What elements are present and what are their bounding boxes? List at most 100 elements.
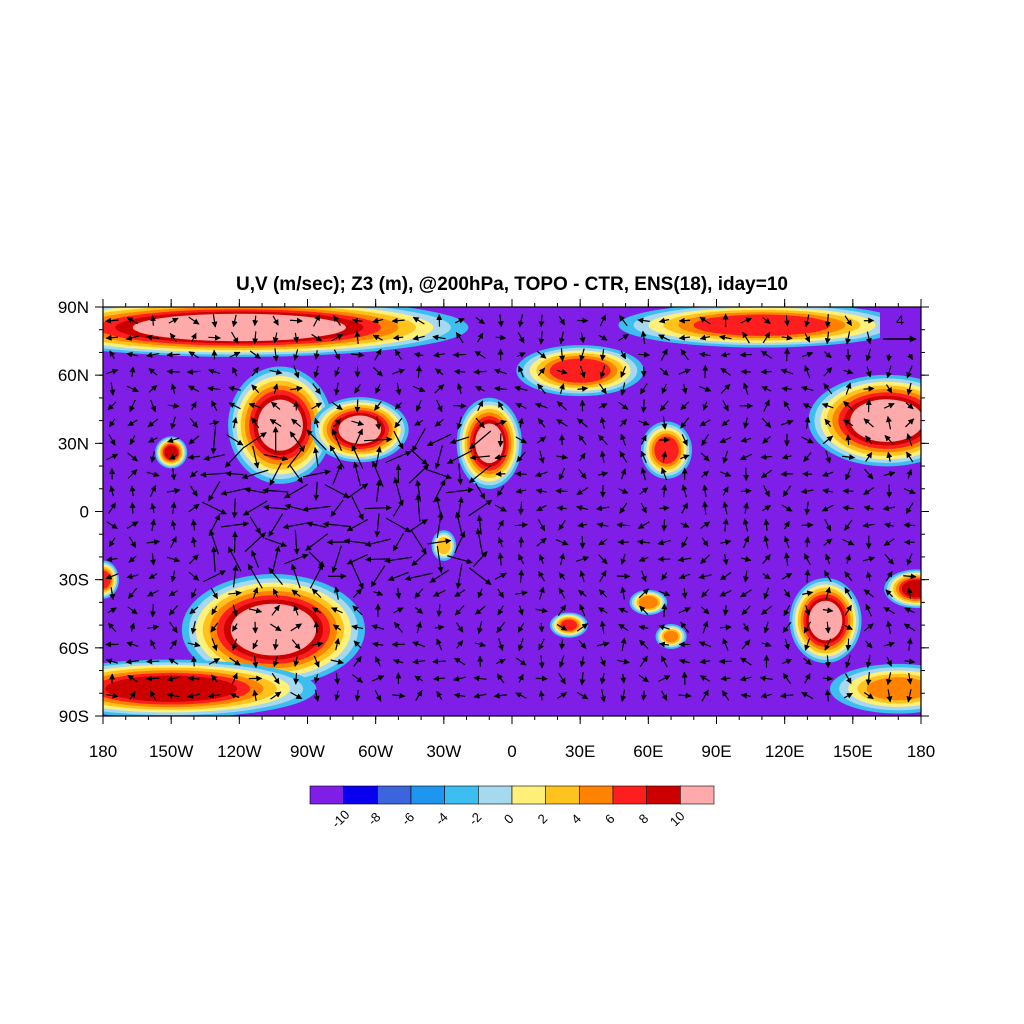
wind-vector: [637, 539, 651, 546]
wind-vector: [147, 418, 159, 428]
wind-vector: [661, 383, 668, 395]
wind-vector: [211, 638, 218, 652]
wind-vector: [231, 638, 238, 651]
wind-vector: [311, 588, 322, 599]
wind-vector: [677, 556, 692, 563]
wind-vector: [228, 546, 242, 572]
wind-vector: [228, 402, 241, 410]
wind-vector: [352, 674, 364, 683]
colorbar-label: 0: [501, 811, 517, 827]
wind-vector: [129, 399, 136, 413]
wind-vector: [534, 471, 548, 478]
wind-vector: [453, 657, 466, 666]
wind-vector: [886, 415, 892, 430]
wind-vector: [126, 641, 139, 648]
anomaly-center-19: [829, 663, 921, 714]
wind-vector: [518, 501, 525, 515]
wind-vector: [640, 467, 647, 481]
wind-vector: [844, 604, 852, 616]
wind-vector: [332, 624, 342, 631]
wind-vector: [763, 535, 770, 549]
anomaly-contour: [437, 537, 451, 555]
wind-vector: [408, 464, 430, 484]
wind-vector: [783, 588, 791, 598]
wind-vector: [446, 487, 474, 494]
wind-vector: [699, 316, 711, 325]
wind-vector: [453, 368, 466, 375]
colorbar-label: -4: [432, 809, 451, 828]
wind-vector: [126, 351, 139, 358]
wind-vector: [454, 589, 466, 598]
wind-vector: [598, 383, 607, 395]
wind-vector: [432, 589, 446, 597]
wind-vector: [414, 606, 424, 614]
wind-vector: [885, 589, 894, 598]
wind-vector: [845, 467, 852, 481]
wind-vector: [106, 453, 119, 461]
wind-vector: [496, 673, 505, 684]
wind-vector: [127, 452, 138, 462]
wind-vector: [364, 504, 392, 511]
wind-vector: [251, 550, 260, 569]
wind-vector: [293, 365, 300, 379]
wind-vector: [146, 539, 161, 546]
wind-vector: [700, 554, 711, 565]
wind-vector: [722, 450, 729, 464]
wind-vector: [576, 505, 589, 511]
wind-vector: [412, 316, 425, 325]
wind-vector: [802, 590, 814, 597]
wind-vector: [803, 553, 811, 566]
wind-vector: [127, 606, 138, 615]
wind-vector: [555, 488, 569, 495]
wind-vector: [231, 623, 238, 632]
wind-vector: [229, 351, 241, 358]
wind-vector: [640, 330, 647, 345]
wind-vector: [516, 451, 526, 463]
wind-vector: [414, 419, 424, 426]
wind-vector: [310, 641, 324, 648]
wind-vector: [313, 481, 320, 501]
wind-vector: [346, 553, 368, 565]
wind-vector: [475, 417, 485, 429]
wind-vector: [722, 400, 729, 412]
colorbar-label: 6: [602, 811, 618, 827]
wind-vector: [496, 621, 505, 633]
wind-vector: [392, 334, 404, 341]
wind-vector: [657, 539, 671, 546]
wind-vector: [761, 385, 772, 392]
wind-vector: [678, 573, 691, 580]
wind-vector: [780, 368, 794, 375]
wind-vector: [884, 553, 894, 565]
wind-vector: [375, 384, 381, 394]
wind-vector: [231, 498, 238, 519]
wind-vector: [452, 351, 467, 358]
wind-vector: [149, 484, 157, 497]
lat-tick-label: 0: [80, 503, 89, 522]
wind-vector: [661, 467, 668, 481]
wind-vector: [640, 690, 647, 701]
wind-vector: [427, 469, 452, 480]
lon-tick-label: 120W: [217, 742, 261, 761]
wind-vector: [620, 350, 627, 360]
wind-vector: [518, 417, 524, 428]
wind-vector: [291, 589, 301, 598]
wind-vector: [394, 349, 402, 360]
wind-vector: [128, 555, 137, 563]
wind-vector: [883, 606, 895, 615]
wind-vector: [802, 471, 813, 478]
wind-vector: [537, 436, 547, 444]
wind-vector: [518, 553, 525, 565]
wind-vector: [619, 450, 628, 463]
wind-vector: [290, 623, 302, 632]
wind-vector: [515, 657, 527, 666]
wind-vector: [494, 504, 507, 512]
wind-vector: [208, 480, 221, 502]
wind-vector: [800, 488, 814, 495]
colorbar-swatch: [646, 785, 681, 805]
wind-vector: [681, 671, 688, 685]
wind-vector: [434, 419, 444, 427]
wind-vector: [147, 590, 159, 597]
wind-vector: [639, 487, 649, 495]
wind-vector: [782, 485, 792, 497]
wind-vector: [659, 367, 669, 376]
